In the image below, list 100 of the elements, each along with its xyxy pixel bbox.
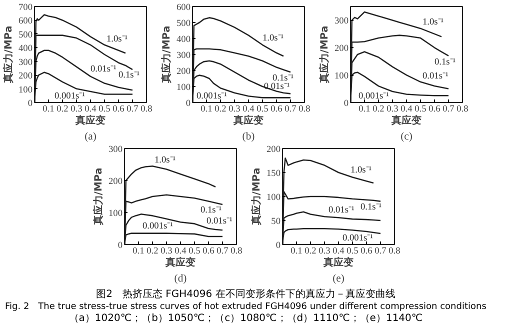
text: (e) xyxy=(332,274,345,284)
x-tick-label: 0.1 xyxy=(200,104,213,114)
x-tick-label: 0.7 xyxy=(126,104,139,114)
y-tick-label: 400 xyxy=(18,44,33,54)
x-tick-label: 0.1 xyxy=(290,246,303,256)
y-tick-label: 600 xyxy=(176,3,191,13)
x-tick-label: 0.6 xyxy=(202,246,215,256)
series-label: 0.1s⁻¹ xyxy=(118,70,140,80)
y-tick-label: 200 xyxy=(176,67,191,77)
y-tick-label: 700 xyxy=(18,3,33,13)
x-tick-label: 0.7 xyxy=(216,246,229,256)
x-tick-label: 0.4 xyxy=(242,104,255,114)
x-tick-label: 0.2 xyxy=(304,246,317,256)
series-label: 1.0s⁻¹ xyxy=(262,34,284,44)
series-label: 1.0s⁻¹ xyxy=(106,34,128,44)
x-axis-title: 真应变 xyxy=(74,114,106,126)
series-label: 0.01s⁻¹ xyxy=(422,72,448,82)
y-tick-label: 150 xyxy=(266,169,281,179)
series-label: 0.001s⁻¹ xyxy=(342,234,374,244)
x-tick-label: 0.7 xyxy=(374,246,387,256)
x-tick-label: 0.8 xyxy=(230,246,243,256)
series-label: 0.001s⁻¹ xyxy=(54,92,86,102)
y-tick-label: 200 xyxy=(108,177,123,187)
x-tick-label: 0.4 xyxy=(84,104,97,114)
y-tick-label: 300 xyxy=(334,16,349,27)
series-label: 0.01s⁻¹ xyxy=(90,64,116,74)
y-tick-label: 0 xyxy=(276,241,281,251)
y-tick-label: 300 xyxy=(18,58,33,68)
x-tick-label: 0.8 xyxy=(140,104,153,114)
x-tick-label: 0.3 xyxy=(318,246,331,256)
y-tick-label: 200 xyxy=(18,72,33,82)
x-tick-label: 0.2 xyxy=(372,104,385,114)
x-tick-label: 0.1 xyxy=(42,104,55,114)
y-tick-label: 0 xyxy=(28,99,33,109)
y-tick-label: 100 xyxy=(108,209,123,219)
x-tick-label: 0.6 xyxy=(428,104,441,114)
series-label: 0.01s⁻¹ xyxy=(328,206,354,216)
series-label: 0.001s⁻¹ xyxy=(196,92,228,102)
x-tick-label: 0.5 xyxy=(188,246,201,256)
x-tick-label: 0.7 xyxy=(442,104,455,114)
x-tick-label: 0.7 xyxy=(284,104,297,114)
y-tick-label: 100 xyxy=(334,72,349,82)
x-tick-label: 0.1 xyxy=(358,104,371,114)
x-tick-label: 0.6 xyxy=(112,104,125,114)
x-tick-label: 0.4 xyxy=(400,104,413,114)
y-tick-label: 300 xyxy=(108,145,123,155)
x-tick-label: 0.5 xyxy=(346,246,359,256)
y-axis-title: 真应力/MPa xyxy=(2,26,15,84)
x-tick-label: 0.3 xyxy=(70,104,83,114)
x-tick-label: 0.3 xyxy=(160,246,173,256)
x-tick-label: 0.3 xyxy=(386,104,399,114)
x-tick-label: 0.5 xyxy=(256,104,269,114)
text: (d) xyxy=(174,274,188,284)
y-tick-label: 200 xyxy=(266,145,281,155)
y-tick-label: 0 xyxy=(118,241,123,251)
text: (a) xyxy=(84,132,97,142)
y-tick-label: 0 xyxy=(186,99,191,109)
x-tick-label: 0.5 xyxy=(414,104,427,114)
y-tick-label: 500 xyxy=(176,19,191,29)
x-axis-title: 真应变 xyxy=(322,256,354,268)
x-tick-label: 0.6 xyxy=(360,246,373,256)
series-label: 0.001s⁻¹ xyxy=(358,92,390,102)
caption: Fig. 2 The true stress-true stress curves of hot extruded FGH4096 under different compression conditions xyxy=(5,301,486,313)
y-tick-label: 100 xyxy=(18,85,33,96)
x-tick-label: 0.5 xyxy=(98,104,111,114)
text: （a）1020℃；（b）1050℃；（c）1080℃；（d）1110℃；（e）1140℃ xyxy=(68,313,424,325)
series-label: 0.1s⁻¹ xyxy=(272,74,294,84)
x-tick-label: 0.8 xyxy=(298,104,311,114)
y-tick-label: 600 xyxy=(18,16,33,27)
x-tick-label: 0.8 xyxy=(388,246,401,256)
x-tick-label: 0.2 xyxy=(214,104,227,114)
series-label: 0.1s⁻¹ xyxy=(360,202,382,212)
y-axis-title: 真应力/MPa xyxy=(250,168,263,226)
series-label: 0.01s⁻¹ xyxy=(264,82,290,92)
y-axis-title: 真应力/MPa xyxy=(160,26,173,84)
x-tick-label: 0.4 xyxy=(332,246,345,256)
series-label: 0.01s⁻¹ xyxy=(206,216,232,226)
x-tick-label: 0.6 xyxy=(270,104,283,114)
text: (b) xyxy=(242,132,256,142)
y-tick-label: 100 xyxy=(176,83,191,93)
text: (c) xyxy=(400,132,413,142)
caption: 图2 热挤压态 FGH4096 在不同变形条件下的真应力－真应变曲线 xyxy=(95,289,396,301)
x-tick-label: 0.8 xyxy=(456,104,469,114)
series-label: 0.1s⁻¹ xyxy=(200,206,222,216)
series-label: 0.001s⁻¹ xyxy=(142,222,174,232)
x-tick-label: 0.2 xyxy=(146,246,159,256)
x-axis-title: 真应变 xyxy=(390,114,422,126)
y-tick-label: 0 xyxy=(344,99,349,109)
y-tick-label: 200 xyxy=(334,44,349,54)
x-tick-label: 0.2 xyxy=(56,104,69,114)
y-tick-label: 50 xyxy=(271,217,281,227)
series-label: 1.0s⁻¹ xyxy=(154,156,176,166)
y-tick-label: 400 xyxy=(176,35,191,45)
x-tick-label: 0.1 xyxy=(132,246,145,256)
y-axis-title: 真应力/MPa xyxy=(318,26,331,84)
y-tick-label: 100 xyxy=(266,193,281,203)
x-axis-title: 真应变 xyxy=(232,114,264,126)
series-label: 0.1s⁻¹ xyxy=(434,58,456,68)
y-axis-title: 真应力/MPa xyxy=(92,168,105,226)
y-tick-label: 500 xyxy=(18,30,33,40)
